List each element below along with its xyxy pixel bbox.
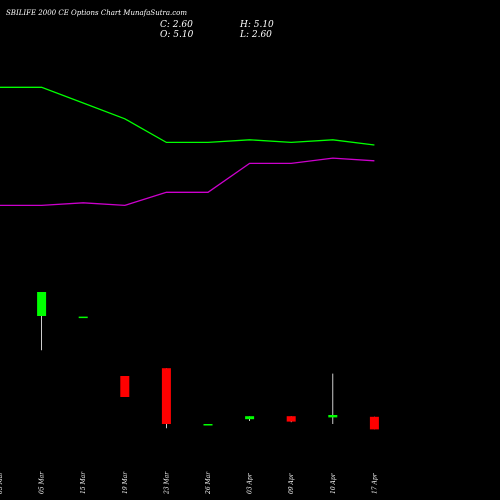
candle-body: [245, 416, 255, 420]
x-axis-ticks: 05 Mar 05 Mar 15 Mar 19 Mar 23 Mar 26 Mar 03 A…: [0, 471, 378, 495]
x-tick-label: 10 Apr: [330, 472, 337, 494]
candle-body: [203, 424, 213, 426]
candle-body: [120, 376, 130, 397]
candle-6: [203, 424, 213, 426]
low-value: L: 2.60: [239, 30, 272, 40]
x-tick-label: 05 Mar: [0, 471, 4, 494]
x-tick-label: 15 Mar: [80, 471, 87, 494]
candle-8: [286, 416, 296, 423]
candle-body: [78, 316, 88, 319]
candle-5: [161, 368, 171, 429]
candle-body: [37, 292, 47, 316]
high-value: H: 5.10: [239, 20, 274, 30]
chart-title: SBILIFE 2000 CE Options Chart MunafaSutr…: [6, 9, 187, 17]
x-tick-label: 26 Mar: [205, 471, 212, 495]
x-tick-label: 23 Mar: [163, 471, 170, 495]
candle-body: [286, 416, 296, 422]
x-tick-label: 05 Mar: [39, 471, 46, 494]
x-tick-label: 09 Apr: [288, 472, 295, 494]
close-value: C: 2.60: [160, 20, 193, 30]
candle-body: [161, 368, 171, 424]
open-value: O: 5.10: [160, 30, 194, 40]
candlestick-layer: [37, 292, 379, 430]
candle-4: [120, 376, 130, 397]
candle-body: [328, 415, 338, 418]
line-series-1: [0, 86, 375, 146]
x-tick-label: 17 Apr: [371, 472, 378, 494]
x-tick-label: 03 Apr: [247, 472, 254, 494]
candle-10: [369, 416, 379, 430]
candle-9: [328, 373, 338, 424]
candle-body: [369, 416, 379, 430]
candle-2: [37, 292, 47, 351]
candle-7: [245, 416, 255, 421]
candle-3: [78, 316, 88, 319]
line-series-layer: [0, 86, 375, 207]
x-tick-label: 19 Mar: [122, 471, 129, 494]
line-series-2: [0, 157, 375, 207]
